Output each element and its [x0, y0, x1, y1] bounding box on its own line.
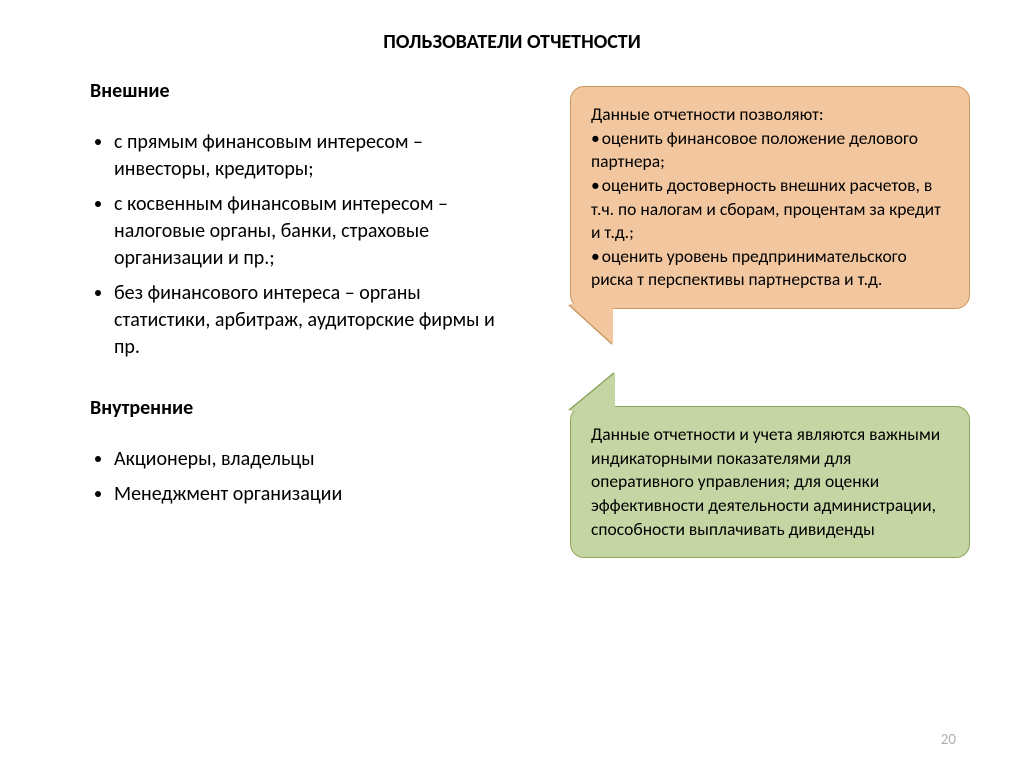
external-list: с прямым финансовым интересом – инвестор… [90, 129, 520, 361]
list-item: Менеджмент организации [114, 481, 520, 508]
callout-tail-icon [569, 304, 613, 344]
right-column: Данные отчетности позволяют: оценить фин… [550, 74, 964, 538]
slide: ПОЛЬЗОВАТЕЛИ ОТЧЕТНОСТИ Внешние с прямым… [0, 0, 1024, 767]
callout-item: оценить уровень предпринимательского рис… [591, 245, 949, 292]
columns: Внешние с прямым финансовым интересом – … [90, 74, 964, 538]
slide-title: ПОЛЬЗОВАТЕЛИ ОТЧЕТНОСТИ [60, 30, 964, 54]
callout-internal: Данные отчетности и учета являются важны… [570, 406, 970, 558]
callout-list: оценить финансовое положение делового па… [591, 127, 949, 292]
callout-tail-icon [569, 373, 615, 411]
callout-external: Данные отчетности позволяют: оценить фин… [570, 86, 970, 309]
left-column: Внешние с прямым финансовым интересом – … [90, 74, 520, 538]
section-heading-external: Внешние [90, 78, 520, 105]
section-heading-internal: Внутренние [90, 395, 520, 422]
internal-list: Акционеры, владельцы Менеджмент организа… [90, 446, 520, 508]
callout-item: оценить финансовое положение делового па… [591, 127, 949, 174]
list-item: с прямым финансовым интересом – инвестор… [114, 129, 520, 183]
page-number: 20 [941, 731, 956, 749]
list-item: без финансового интереса – органы статис… [114, 280, 520, 361]
callout-text: Данные отчетности и учета являются важны… [591, 423, 949, 541]
list-item: с косвенным финансовым интересом – налог… [114, 191, 520, 272]
callout-item: оценить достоверность внешних расчетов, … [591, 174, 949, 245]
list-item: Акционеры, владельцы [114, 446, 520, 473]
callout-intro: Данные отчетности позволяют: [591, 103, 949, 127]
